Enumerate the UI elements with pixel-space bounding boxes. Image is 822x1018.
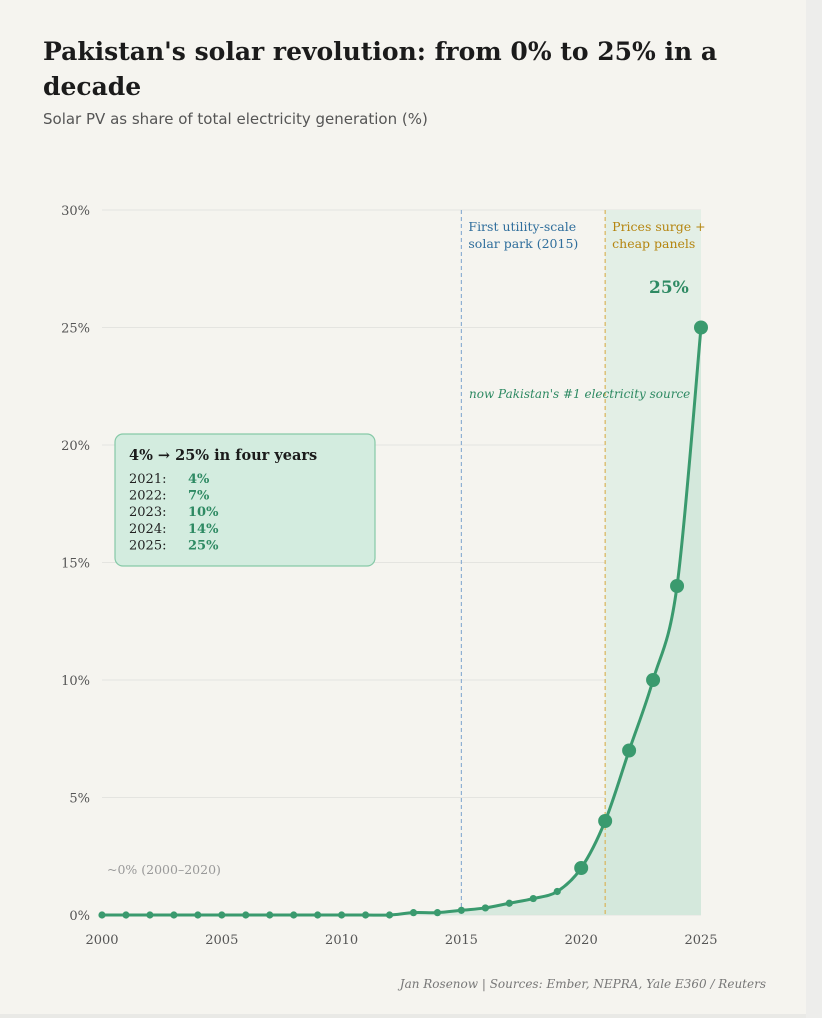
data-point — [314, 911, 322, 919]
x-tick-label: 2000 — [85, 933, 118, 948]
callout-row-year: 2024: — [129, 522, 166, 537]
chart-title: Pakistan's solar revolution: from 0% to … — [43, 37, 718, 101]
callout-row-value: 4% — [188, 472, 210, 487]
callout-row-year: 2023: — [129, 505, 166, 520]
callout-row-value: 10% — [188, 505, 219, 520]
number-one-source-annotation: now Pakistan's #1 electricity source — [469, 387, 690, 401]
chart-subtitle: Solar PV as share of total electricity g… — [43, 110, 428, 128]
data-point — [505, 899, 513, 907]
y-tick-label: 20% — [61, 439, 90, 454]
data-point — [646, 673, 661, 687]
data-point — [409, 909, 418, 917]
data-point — [122, 911, 130, 919]
scroll-edge — [806, 0, 822, 1018]
utility-scale-annotation-line1: First utility-scale — [468, 219, 576, 234]
x-tick-label: 2005 — [205, 933, 238, 948]
near-zero-note: ~0% (2000–2020) — [107, 862, 221, 877]
data-point — [433, 909, 442, 917]
data-point — [290, 911, 298, 919]
data-point — [146, 911, 154, 919]
data-point — [361, 911, 370, 919]
y-tick-label: 10% — [61, 674, 90, 689]
data-point — [622, 743, 637, 758]
data-point — [242, 911, 250, 919]
x-tick-label: 2010 — [325, 933, 358, 948]
callout-row-year: 2025: — [129, 538, 166, 553]
data-point — [218, 911, 226, 919]
x-tick-label: 2020 — [565, 933, 598, 948]
callout-row-year: 2021: — [129, 472, 166, 487]
data-point — [553, 887, 561, 896]
prices-surge-annotation-line1: Prices surge + — [612, 219, 705, 234]
data-point — [598, 814, 613, 828]
data-point — [338, 911, 346, 919]
y-tick-label: 0% — [69, 909, 90, 924]
data-point — [529, 894, 537, 903]
data-point — [670, 579, 685, 593]
y-tick-label: 15% — [61, 557, 90, 572]
data-point — [574, 861, 589, 875]
callout-row-value: 25% — [188, 538, 219, 553]
data-point — [385, 911, 394, 919]
data-point — [694, 320, 708, 335]
y-tick-label: 30% — [61, 204, 90, 219]
callout-title: 4% → 25% in four years — [129, 447, 317, 464]
data-point — [457, 906, 465, 914]
y-tick-label: 25% — [61, 322, 90, 337]
callout-row-value: 7% — [188, 489, 210, 504]
callout-box — [114, 433, 376, 567]
data-point — [170, 911, 178, 919]
data-point — [481, 904, 489, 912]
data-point — [98, 911, 106, 919]
end-value-label: 25% — [649, 278, 689, 298]
area-fill — [102, 327, 701, 916]
prices-surge-annotation-line2: cheap panels — [612, 236, 695, 251]
x-tick-label: 2025 — [684, 933, 717, 948]
chart-source-footer: Jan Rosenow | Sources: Ember, NEPRA, Yal… — [399, 977, 766, 991]
callout-row-year: 2022: — [129, 489, 166, 504]
data-point — [266, 911, 274, 919]
x-tick-label: 2015 — [445, 933, 478, 948]
data-point — [194, 911, 202, 919]
y-tick-label: 5% — [69, 792, 90, 807]
utility-scale-annotation-line2: solar park (2015) — [468, 236, 578, 251]
callout-row-value: 14% — [188, 522, 219, 537]
